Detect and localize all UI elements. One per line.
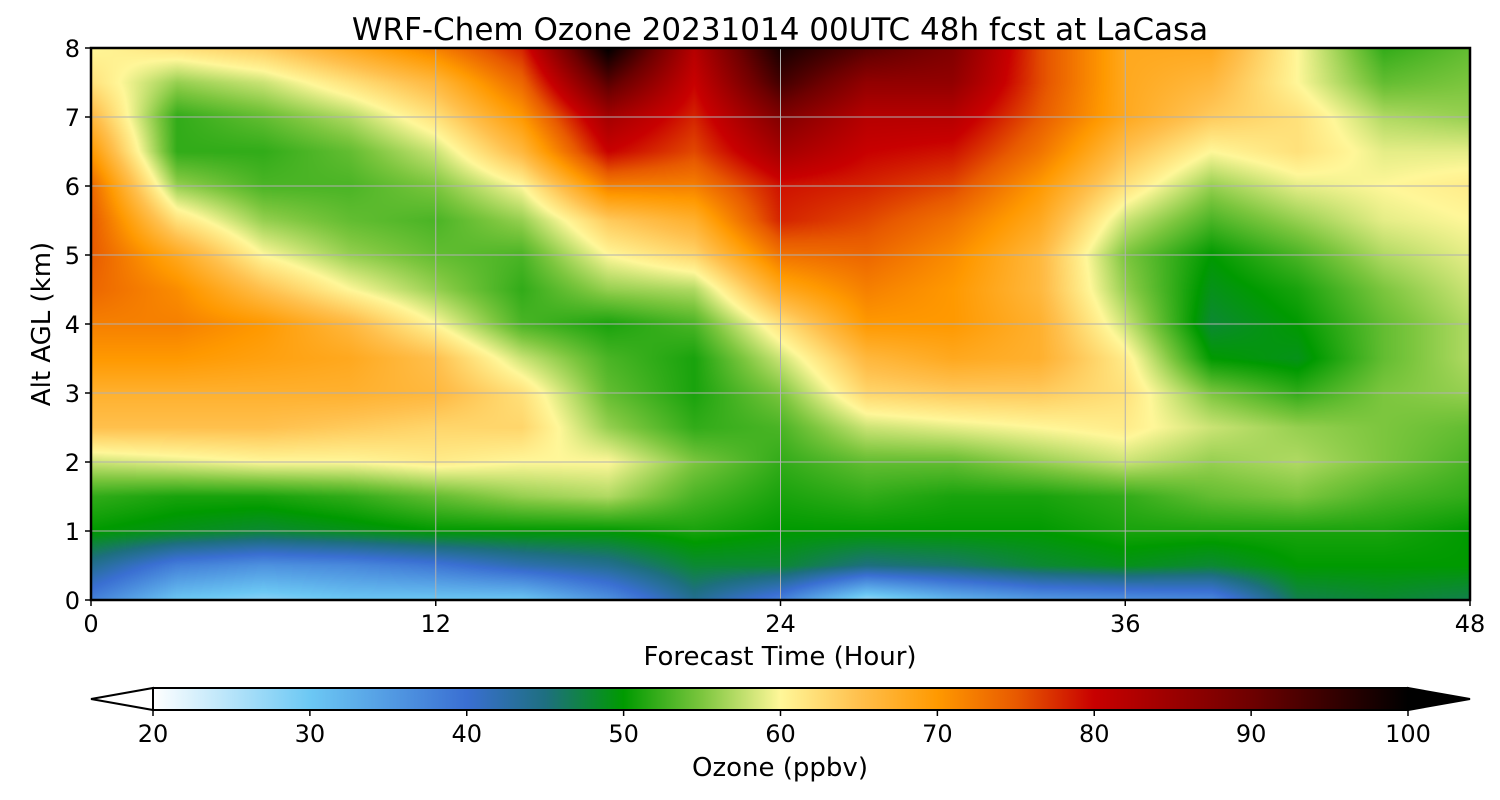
x-tick-label: 0 (83, 610, 98, 638)
colorbar-tick-label: 80 (1079, 720, 1110, 748)
colorbar-label: Ozone (ppbv) (692, 753, 868, 783)
colorbar-tick-label: 70 (922, 720, 953, 748)
colorbar-ticks: 20 30 40 50 60 70 80 90 100 (138, 710, 1431, 748)
y-tick-label: 8 (65, 35, 80, 63)
y-tick-label: 6 (65, 173, 80, 201)
y-tick-label: 1 (65, 518, 80, 546)
colorbar-extend-high (1407, 686, 1471, 712)
x-tick-label: 48 (1455, 610, 1486, 638)
y-axis-ticks: 0 1 2 3 4 5 6 7 8 (65, 35, 91, 615)
y-tick-label: 3 (65, 380, 80, 408)
y-tick-label: 5 (65, 242, 80, 270)
colorbar-tick-label: 100 (1385, 720, 1431, 748)
x-axis-label: Forecast Time (Hour) (643, 642, 916, 672)
y-tick-label: 4 (65, 311, 80, 339)
colorbar-tick-label: 50 (608, 720, 639, 748)
colorbar-tick-label: 60 (765, 720, 796, 748)
x-tick-label: 36 (1110, 610, 1141, 638)
y-tick-label: 2 (65, 449, 80, 477)
y-tick-label: 7 (65, 104, 80, 132)
colorbar-body (152, 687, 1409, 711)
chart-title: WRF-Chem Ozone 20231014 00UTC 48h fcst a… (352, 12, 1208, 48)
colorbar-tick-label: 20 (138, 720, 169, 748)
colorbar: 20 30 40 50 60 70 80 90 100 (90, 686, 1471, 748)
colorbar-extend-low (90, 686, 154, 712)
y-axis-label: Alt AGL (km) (27, 242, 57, 406)
colorbar-tick-label: 90 (1236, 720, 1267, 748)
x-tick-label: 24 (765, 610, 796, 638)
colorbar-tick-label: 30 (295, 720, 326, 748)
x-tick-label: 12 (420, 610, 451, 638)
colorbar-tick-label: 40 (451, 720, 482, 748)
x-axis-ticks: 0 12 24 36 48 (83, 600, 1485, 638)
y-tick-label: 0 (65, 587, 80, 615)
